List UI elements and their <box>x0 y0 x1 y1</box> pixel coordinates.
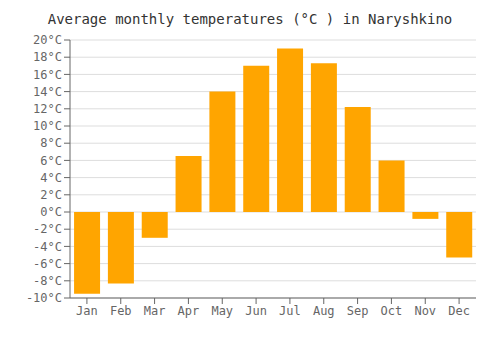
svg-text:6°C: 6°C <box>40 154 62 168</box>
svg-text:18°C: 18°C <box>33 50 62 64</box>
svg-text:Oct: Oct <box>381 304 403 318</box>
svg-text:-4°C: -4°C <box>33 240 62 254</box>
svg-text:Jul: Jul <box>279 304 301 318</box>
svg-text:14°C: 14°C <box>33 85 62 99</box>
svg-text:Sep: Sep <box>347 304 369 318</box>
svg-text:8°C: 8°C <box>40 136 62 150</box>
svg-text:Apr: Apr <box>178 304 200 318</box>
svg-text:Jun: Jun <box>245 304 267 318</box>
svg-text:-10°C: -10°C <box>26 291 62 305</box>
svg-text:Feb: Feb <box>110 304 132 318</box>
svg-text:-2°C: -2°C <box>33 222 62 236</box>
svg-text:16°C: 16°C <box>33 68 62 82</box>
svg-text:Mar: Mar <box>144 304 166 318</box>
svg-text:-8°C: -8°C <box>33 274 62 288</box>
svg-text:20°C: 20°C <box>33 33 62 47</box>
svg-text:Aug: Aug <box>313 304 335 318</box>
svg-text:Nov: Nov <box>414 304 436 318</box>
svg-text:4°C: 4°C <box>40 171 62 185</box>
svg-text:10°C: 10°C <box>33 119 62 133</box>
svg-text:12°C: 12°C <box>33 102 62 116</box>
svg-text:May: May <box>211 304 233 318</box>
svg-text:Dec: Dec <box>448 304 470 318</box>
svg-text:-6°C: -6°C <box>33 257 62 271</box>
svg-text:0°C: 0°C <box>40 205 62 219</box>
html-text:Average monthly temperatures (: Average monthly temperatures (°C ) in Na… <box>47 11 453 27</box>
svg-text:Jan: Jan <box>76 304 98 318</box>
svg-text:2°C: 2°C <box>40 188 62 202</box>
